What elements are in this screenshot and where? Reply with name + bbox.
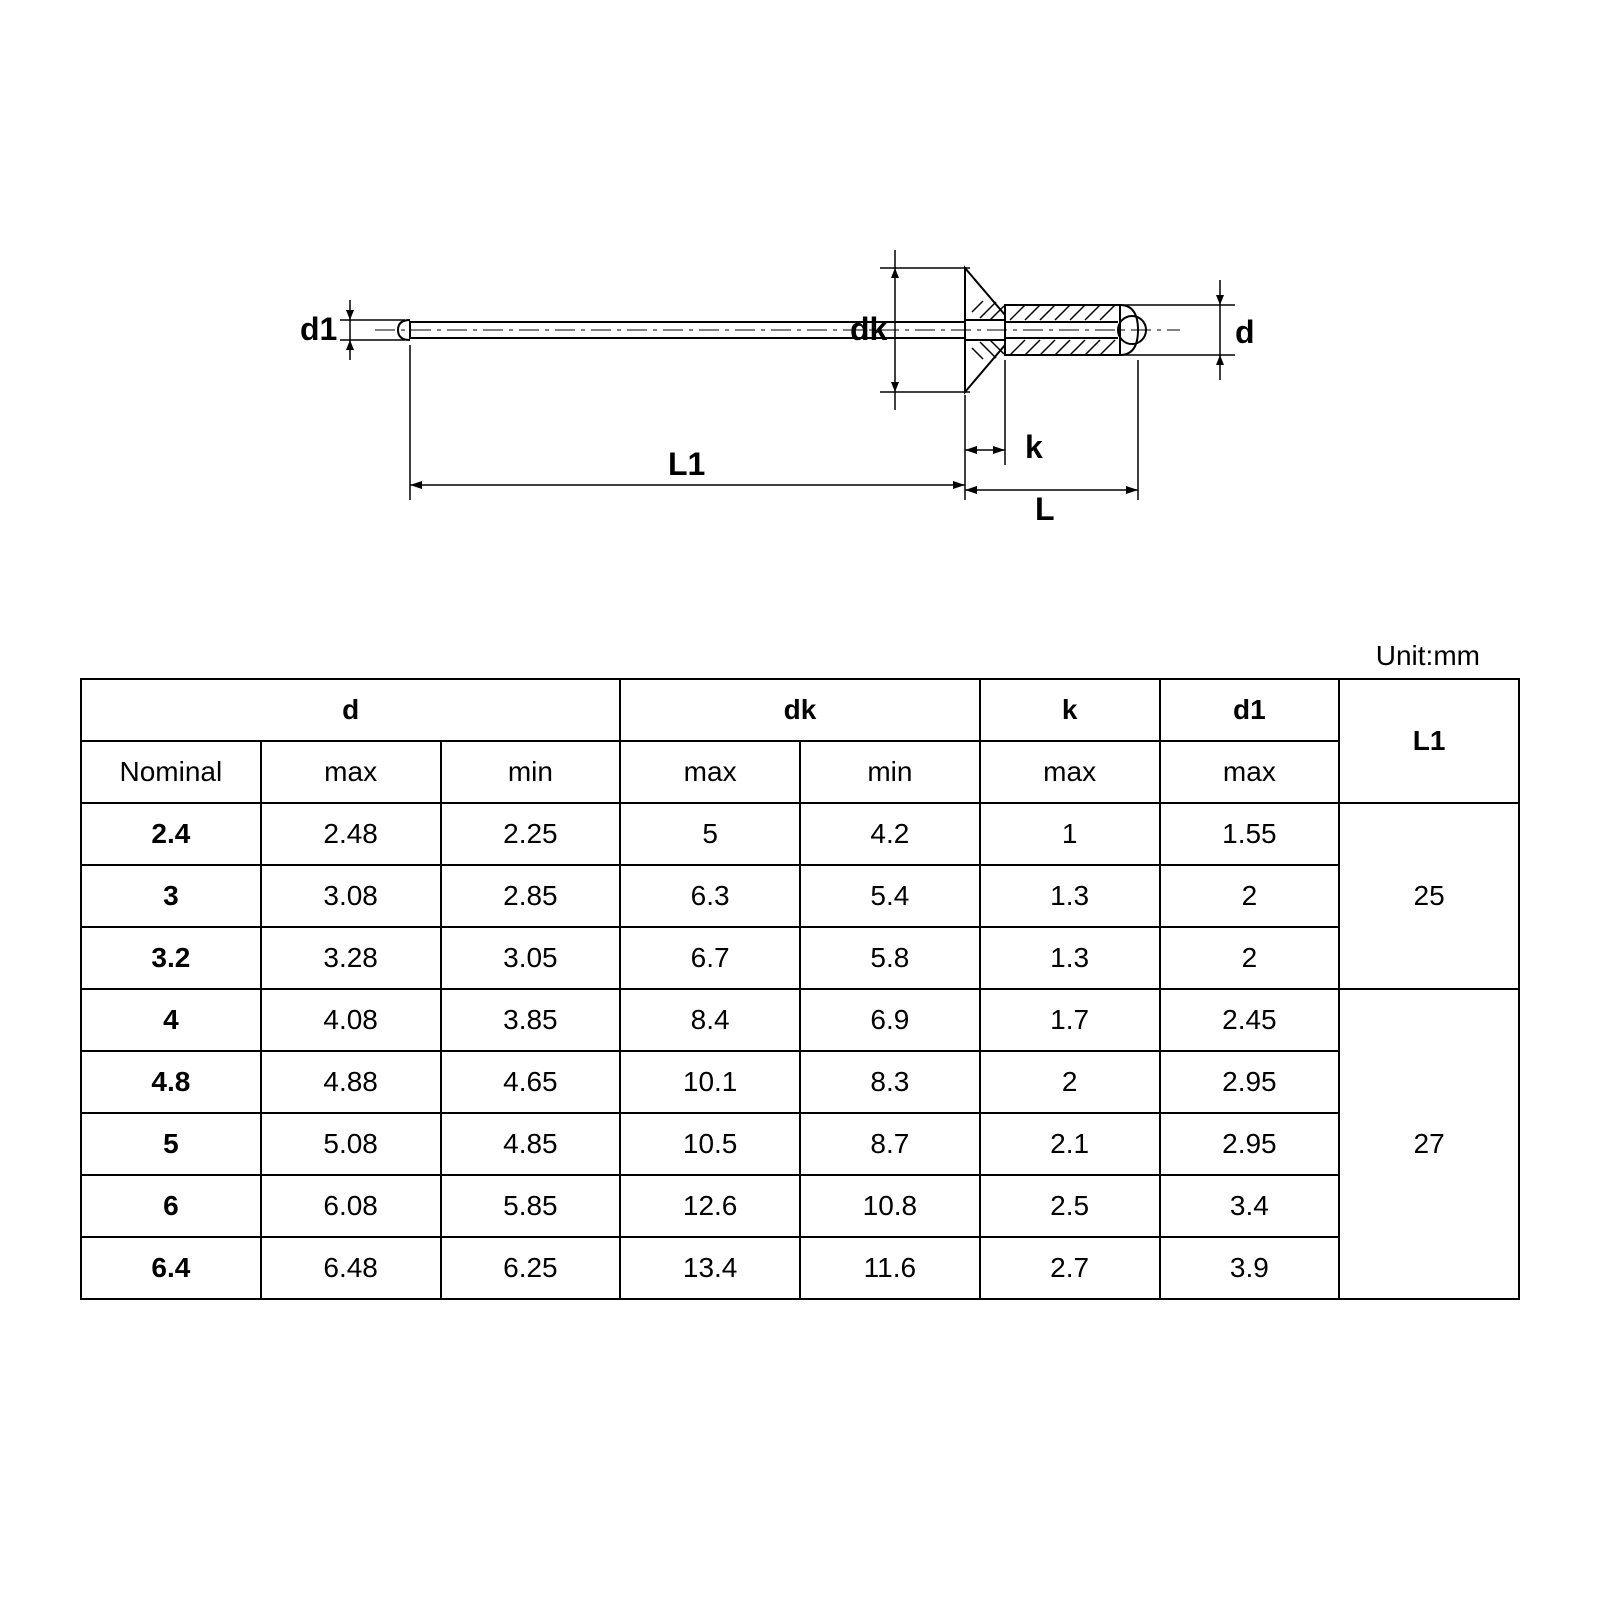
table-cell: 4.08	[261, 989, 441, 1051]
table-subheader-row: Nominal max min max min max max	[81, 741, 1519, 803]
table-cell: 4.85	[441, 1113, 621, 1175]
table-cell: 2.1	[980, 1113, 1160, 1175]
table-cell: 6.25	[441, 1237, 621, 1299]
table-cell: 1.3	[980, 865, 1160, 927]
subheader-nominal: Nominal	[81, 741, 261, 803]
subheader-dk-min: min	[800, 741, 980, 803]
table-cell: 6.7	[620, 927, 800, 989]
table-cell: 6.48	[261, 1237, 441, 1299]
table-row: 6.46.486.2513.411.62.73.9	[81, 1237, 1519, 1299]
table-cell: 3.08	[261, 865, 441, 927]
table-cell: 2	[1160, 865, 1340, 927]
table-cell: 8.3	[800, 1051, 980, 1113]
subheader-dk-max: max	[620, 741, 800, 803]
table-cell: 5.4	[800, 865, 980, 927]
label-d: d	[1235, 314, 1255, 350]
header-d: d	[81, 679, 620, 741]
table-cell: 6.4	[81, 1237, 261, 1299]
table-cell: 11.6	[800, 1237, 980, 1299]
table-row: 44.083.858.46.91.72.4527	[81, 989, 1519, 1051]
table-cell: 6	[81, 1175, 261, 1237]
table-row: 33.082.856.35.41.32	[81, 865, 1519, 927]
table-cell: 2.4	[81, 803, 261, 865]
table-cell: 3.85	[441, 989, 621, 1051]
subheader-d-max: max	[261, 741, 441, 803]
table-cell: 6.3	[620, 865, 800, 927]
table-cell: 2.85	[441, 865, 621, 927]
table-cell: 10.8	[800, 1175, 980, 1237]
table-cell: 2.25	[441, 803, 621, 865]
table-cell: 2.45	[1160, 989, 1340, 1051]
dimension-table: d dk k d1 L1 Nominal max min max min max…	[80, 678, 1520, 1300]
table-cell: 1.55	[1160, 803, 1340, 865]
table-cell-L1: 25	[1339, 803, 1519, 989]
table-cell: 4.88	[261, 1051, 441, 1113]
table-cell: 2	[1160, 927, 1340, 989]
table-cell: 4.8	[81, 1051, 261, 1113]
header-d1: d1	[1160, 679, 1340, 741]
table-cell: 13.4	[620, 1237, 800, 1299]
label-k: k	[1025, 429, 1043, 465]
table-cell: 2	[980, 1051, 1160, 1113]
table-row: 3.23.283.056.75.81.32	[81, 927, 1519, 989]
table-row: 2.42.482.2554.211.5525	[81, 803, 1519, 865]
table-header-group-row: d dk k d1 L1	[81, 679, 1519, 741]
rivet-diagram: d1 dk d L1	[80, 200, 1520, 580]
table-cell: 3.28	[261, 927, 441, 989]
table-cell: 5.8	[800, 927, 980, 989]
header-L1: L1	[1339, 679, 1519, 803]
table-cell-L1: 27	[1339, 989, 1519, 1299]
table-cell: 2.95	[1160, 1113, 1340, 1175]
label-d1: d1	[300, 311, 337, 347]
header-k: k	[980, 679, 1160, 741]
header-dk: dk	[620, 679, 980, 741]
table-cell: 12.6	[620, 1175, 800, 1237]
table-cell: 1	[980, 803, 1160, 865]
label-L: L	[1035, 491, 1055, 527]
table-cell: 6.08	[261, 1175, 441, 1237]
subheader-d1-max: max	[1160, 741, 1340, 803]
table-cell: 2.7	[980, 1237, 1160, 1299]
table-cell: 8.7	[800, 1113, 980, 1175]
table-cell: 3.05	[441, 927, 621, 989]
table-cell: 6.9	[800, 989, 980, 1051]
table-cell: 3.2	[81, 927, 261, 989]
table-cell: 2.95	[1160, 1051, 1340, 1113]
subheader-d-min: min	[441, 741, 621, 803]
table-cell: 5.08	[261, 1113, 441, 1175]
table-cell: 1.3	[980, 927, 1160, 989]
label-dk: dk	[850, 311, 888, 347]
table-cell: 5	[81, 1113, 261, 1175]
unit-label: Unit:mm	[80, 640, 1520, 672]
table-cell: 5.85	[441, 1175, 621, 1237]
table-cell: 1.7	[980, 989, 1160, 1051]
table-cell: 4.2	[800, 803, 980, 865]
label-L1: L1	[668, 446, 705, 482]
subheader-k-max: max	[980, 741, 1160, 803]
table-cell: 8.4	[620, 989, 800, 1051]
table-cell: 3.9	[1160, 1237, 1340, 1299]
table-cell: 4	[81, 989, 261, 1051]
table-cell: 10.1	[620, 1051, 800, 1113]
table-row: 55.084.8510.58.72.12.95	[81, 1113, 1519, 1175]
table-cell: 10.5	[620, 1113, 800, 1175]
table-cell: 3.4	[1160, 1175, 1340, 1237]
table-row: 66.085.8512.610.82.53.4	[81, 1175, 1519, 1237]
table-cell: 2.48	[261, 803, 441, 865]
table-cell: 4.65	[441, 1051, 621, 1113]
table-row: 4.84.884.6510.18.322.95	[81, 1051, 1519, 1113]
table-cell: 2.5	[980, 1175, 1160, 1237]
table-cell: 5	[620, 803, 800, 865]
table-cell: 3	[81, 865, 261, 927]
